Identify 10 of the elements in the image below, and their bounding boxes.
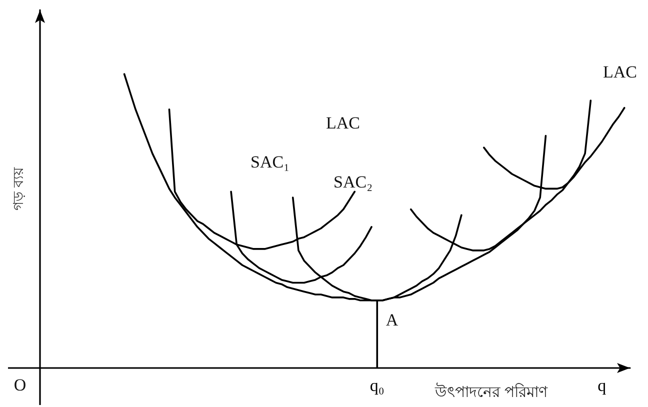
x-tick-label: q — [598, 376, 607, 395]
y-axis-title: গড় ব্যয় — [11, 166, 27, 211]
x-axis-title: উৎপাদনের পরিমাণ — [434, 383, 549, 401]
annotation: LAC — [326, 114, 360, 132]
annotation: A — [386, 310, 399, 330]
text: O — [14, 376, 26, 394]
annotation: LAC — [603, 62, 637, 82]
x-tick-label: q₀ — [370, 376, 384, 395]
annotation: SAC₁ — [250, 152, 290, 172]
annotation: SAC₂ — [334, 172, 372, 192]
